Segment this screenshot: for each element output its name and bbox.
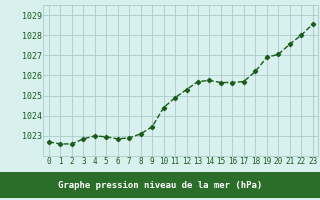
Text: Graphe pression niveau de la mer (hPa): Graphe pression niveau de la mer (hPa) xyxy=(58,180,262,190)
